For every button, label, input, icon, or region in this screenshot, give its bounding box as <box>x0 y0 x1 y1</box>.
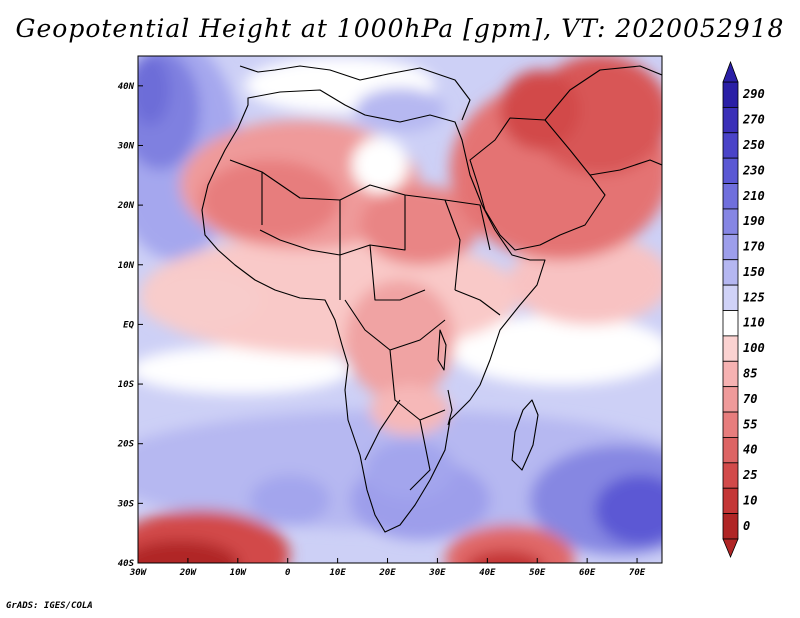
colorbar-label: 210 <box>742 189 765 203</box>
lon-tick-label: 20W <box>179 568 198 578</box>
lat-tick-label: 20S <box>117 440 135 450</box>
central-borders <box>344 299 446 491</box>
africa-coastline <box>201 89 546 533</box>
colorbar-segment <box>722 106 739 134</box>
plot-frame <box>137 55 663 564</box>
map-axes: 30W 20W 10W 0 10E 20E 30E 40E 50E 60E 70E 40N 30N 20N… <box>117 82 646 578</box>
colorbar-segment <box>722 132 739 159</box>
colorbar-label: 25 <box>742 468 757 482</box>
lat-tick-label: 40S <box>118 559 135 569</box>
madagascar-coastline <box>511 399 539 471</box>
lon-tick-label: 30W <box>129 568 148 578</box>
east-borders <box>444 199 501 316</box>
colorbar-segment <box>722 335 739 362</box>
lon-tick-label: 30E <box>428 568 446 578</box>
colorbar-segment <box>722 310 739 337</box>
lon-tick-label: 20E <box>378 568 396 578</box>
colorbar-segment <box>722 487 739 515</box>
colorbar-bottom-arrow <box>722 538 739 559</box>
lat-tick-label: 10S <box>118 380 135 390</box>
grads-credit: GrADS: IGES/COLA <box>6 601 93 611</box>
colorbar-top-arrow <box>722 60 739 83</box>
asia-coastline <box>544 65 662 176</box>
lon-tick-label: 10E <box>329 568 346 578</box>
geopotential-field <box>138 56 662 563</box>
lat-tick-label: 20N <box>117 201 135 211</box>
colorbar-segment <box>722 81 739 108</box>
map-title: Geopotential Height at 1000hPa [gpm], VT… <box>15 14 785 43</box>
lon-tick-label: 70E <box>629 568 646 578</box>
colorbar-segment <box>722 259 739 286</box>
colorbar-label: 70 <box>743 392 757 406</box>
lon-tick-label: 50E <box>529 568 546 578</box>
colorbar-label: 10 <box>743 493 757 507</box>
colorbar-label: 100 <box>743 341 765 355</box>
colorbar-label: 0 <box>743 519 750 533</box>
colorbar-label: 170 <box>743 240 765 254</box>
lat-tick-label: 10N <box>118 261 135 271</box>
colorbar-label: 290 <box>742 87 765 101</box>
colorbar-segment <box>722 437 739 464</box>
lon-tick-label: 40E <box>479 568 496 578</box>
lat-tick-label: EQ <box>123 320 134 330</box>
colorbar-label: 230 <box>742 163 765 177</box>
colorbar-segment <box>722 360 739 388</box>
lat-tick-label: 30N <box>117 141 135 151</box>
colorbar-segment <box>722 157 739 184</box>
colorbar-segment <box>722 284 739 311</box>
sahara-borders <box>229 159 461 301</box>
colorbar-segment <box>722 183 739 210</box>
colorbar-label: 250 <box>742 138 765 152</box>
europe-coastline <box>239 65 471 121</box>
colorbar: 2902702502302101901701501251101008570554… <box>722 60 765 559</box>
lon-tick-label: 10W <box>230 568 248 578</box>
colorbar-label: 110 <box>743 316 765 330</box>
colorbar-segment <box>722 386 739 413</box>
coastlines-and-borders <box>201 65 662 533</box>
lon-tick-label: 0 <box>285 568 291 578</box>
arabia-coastline <box>469 117 606 251</box>
colorbar-label: 55 <box>743 417 757 431</box>
colorbar-segment <box>722 233 739 261</box>
colorbar-segment <box>722 411 739 438</box>
lat-tick-label: 40N <box>118 82 135 92</box>
colorbar-segment <box>722 513 739 540</box>
lon-tick-label: 60E <box>579 568 596 578</box>
colorbar-label: 150 <box>743 265 765 279</box>
colorbar-segment <box>722 462 739 489</box>
colorbar-segment <box>722 208 739 235</box>
lat-tick-label: 30S <box>117 499 135 509</box>
colorbar-label: 40 <box>743 443 757 457</box>
great-lakes <box>437 329 453 426</box>
colorbar-label: 85 <box>743 366 757 380</box>
colorbar-label: 190 <box>743 214 765 228</box>
colorbar-label: 125 <box>743 290 765 304</box>
colorbar-label: 270 <box>742 113 765 127</box>
